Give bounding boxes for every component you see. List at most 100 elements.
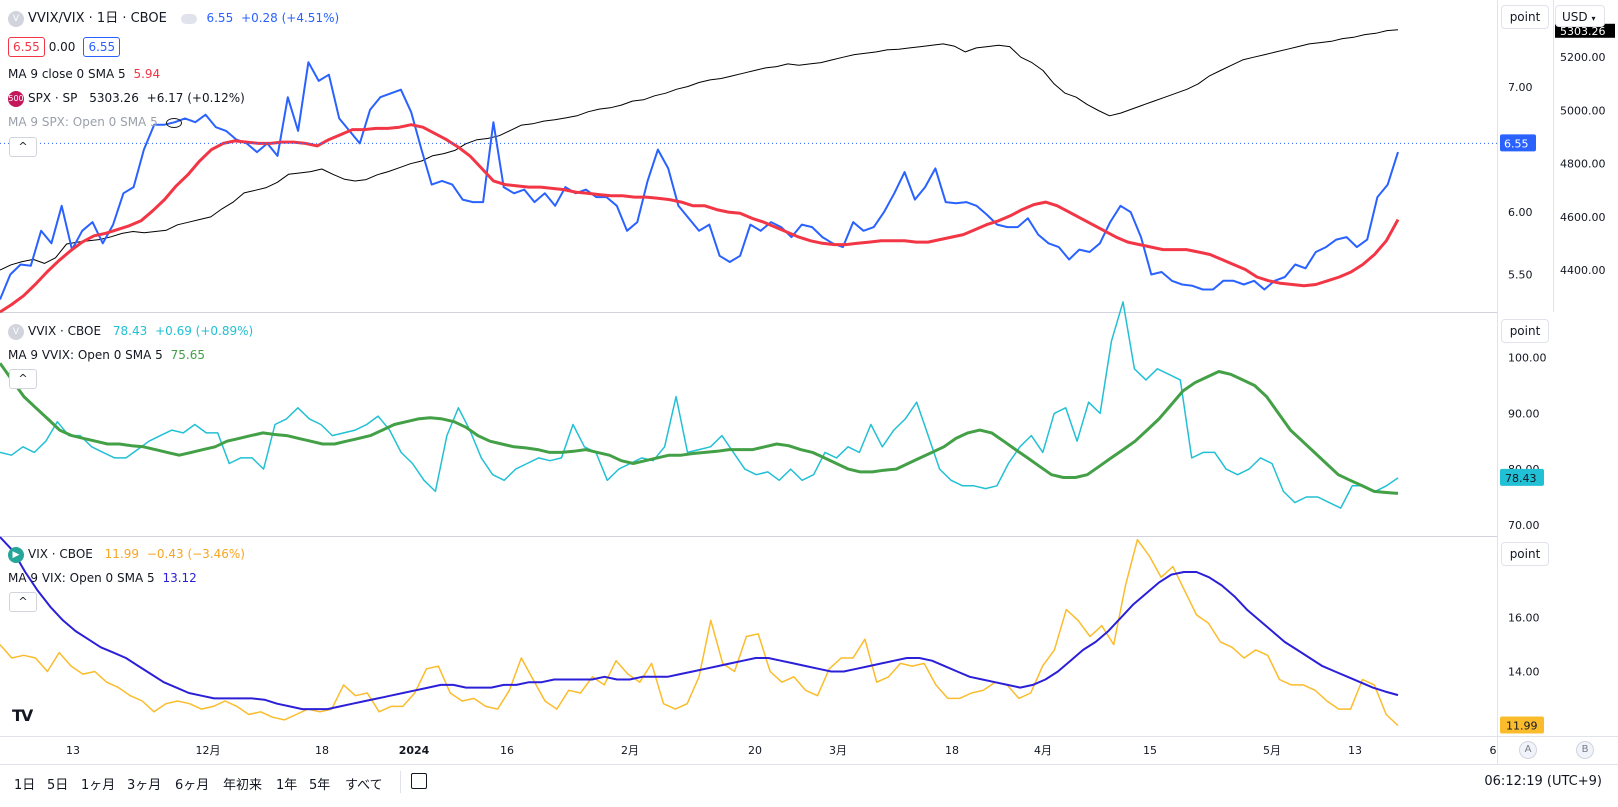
play-badge-icon: ▶	[8, 546, 24, 563]
pane3-ma-label: MA 9 VIX: Open 0 SMA 5	[8, 571, 155, 585]
time-tick-label: 6	[1490, 744, 1497, 757]
pane3-ma-legend[interactable]: MA 9 VIX: Open 0 SMA 5 13.12	[8, 570, 201, 586]
pane3-scale-mode-button[interactable]: point	[1501, 542, 1549, 566]
time-tick-label: 12月	[196, 744, 221, 757]
vvix-vix-ratio-line	[0, 61, 1399, 300]
pane1-scale-mode-button[interactable]: point	[1501, 5, 1549, 29]
pane2-ma-legend[interactable]: MA 9 VVIX: Open 0 SMA 5 75.65	[8, 347, 209, 363]
period-ytd-button[interactable]: 年初来	[223, 778, 263, 793]
pane1-change: +0.28 (+4.51%)	[241, 11, 340, 25]
pane2-last: 78.43	[112, 324, 148, 338]
time-tick-label: 2月	[621, 744, 639, 757]
spx-line	[0, 29, 1399, 271]
price-tick-label: 5.50	[1508, 269, 1533, 282]
time-tick-label: 3月	[829, 744, 847, 757]
vvix-line	[0, 301, 1399, 509]
price-tag-label: 78.43	[1505, 472, 1537, 485]
symbol-badge-icon: V	[8, 10, 24, 27]
time-tick-label: 2024	[399, 744, 430, 757]
spx-last: 5303.26	[89, 91, 139, 105]
price-tag-bg	[1500, 134, 1536, 152]
bid-box[interactable]: 6.55	[8, 37, 45, 57]
spx-tick-label: 4600.00	[1560, 211, 1606, 224]
bottom-toolbar: 1日 5日 1ヶ月 3ヶ月 6ヶ月 年初来 1年 5年 すべて 06:12:19…	[0, 764, 1618, 800]
auto-scale-b-button[interactable]: B	[1576, 741, 1594, 759]
time-tick-label: 16	[500, 744, 514, 757]
pane3-legend: ▶ VIX · CBOE 11.99 −0.43 (−3.46%)	[8, 546, 249, 563]
price-tag-label: 6.55	[1504, 137, 1529, 150]
pane1-ma-value: 5.94	[133, 67, 161, 81]
clock[interactable]: 06:12:19 (UTC+9)	[1484, 774, 1602, 789]
period-1d-button[interactable]: 1日	[14, 778, 36, 793]
period-6m-button[interactable]: 6ヶ月	[175, 778, 210, 793]
spx-tick-label: 4800.00	[1560, 158, 1606, 171]
price-tag-bg	[1500, 468, 1544, 486]
price-tag-bg	[1500, 716, 1544, 734]
pane2-ma-label: MA 9 VVIX: Open 0 SMA 5	[8, 348, 163, 362]
pane3-title[interactable]: VIX · CBOE	[28, 547, 93, 561]
spx-ma-label: MA 9 SPX: Open 0 SMA 5	[8, 115, 158, 129]
price-tag-label: 11.99	[1506, 720, 1538, 733]
vix-ma-line	[0, 536, 1399, 711]
vvix-ma-line	[0, 362, 1399, 495]
pane1-ma-legend[interactable]: MA 9 close 0 SMA 5 5.94	[8, 66, 164, 82]
auto-scale-a-button[interactable]: A	[1519, 741, 1537, 759]
date-range-calendar-icon[interactable]	[411, 773, 427, 789]
ask-box[interactable]: 6.55	[83, 37, 121, 57]
pane2-scale-mode-button[interactable]: point	[1501, 319, 1549, 343]
vix-line	[0, 538, 1399, 727]
spread-value: 0.00	[48, 40, 76, 54]
pane2-ma-value: 75.65	[170, 348, 205, 362]
period-1m-button[interactable]: 1ヶ月	[81, 778, 116, 793]
price-tick-label: 90.00	[1508, 407, 1540, 420]
price-tick-label: 14.00	[1508, 665, 1540, 678]
minus-toggle-icon[interactable]	[180, 13, 197, 24]
price-tick-label: 7.00	[1508, 81, 1533, 94]
pane1-ma-label: MA 9 close 0 SMA 5	[8, 67, 126, 81]
time-tick-label: 15	[1143, 744, 1157, 757]
pane1-quote: 6.55 0.00 6.55	[8, 37, 124, 57]
price-tick-label: 6.00	[1508, 206, 1533, 219]
spx-tick-label: 4400.00	[1560, 264, 1606, 277]
pane1-title[interactable]: VVIX/VIX · 1日 · CBOE	[28, 11, 167, 26]
currency-button[interactable]: USD ▾	[1555, 5, 1605, 27]
pane2-change: +0.69 (+0.89%)	[155, 324, 254, 338]
symbol-badge-icon: V	[8, 323, 24, 340]
pane3-last: 11.99	[104, 547, 140, 561]
pane1-collapse-button[interactable]: ^	[9, 137, 37, 157]
period-5d-button[interactable]: 5日	[47, 778, 69, 793]
price-tick-label: 16.00	[1508, 612, 1540, 625]
currency-label: USD	[1562, 10, 1588, 24]
tradingview-logo-icon[interactable]: TV	[12, 706, 33, 725]
pane2-title[interactable]: VVIX · CBOE	[28, 324, 102, 338]
pane3-ma-value: 13.12	[162, 571, 197, 585]
pane2-collapse-button[interactable]: ^	[9, 369, 37, 389]
spx-badge-icon: 500	[8, 90, 24, 107]
ratio-ma-line	[0, 123, 1400, 314]
period-1y-button[interactable]: 1年	[276, 778, 298, 793]
time-tick-label: 18	[315, 744, 329, 757]
spx-tag-label: 5303.26	[1560, 25, 1606, 38]
hidden-eye-icon[interactable]	[165, 117, 182, 128]
time-tick-label: 5月	[1263, 744, 1281, 757]
price-tick-label: 100.00	[1508, 352, 1547, 365]
period-all-button[interactable]: すべて	[345, 778, 383, 793]
pane1-last: 6.55	[206, 11, 234, 25]
price-axis-bg	[1498, 0, 1618, 736]
pane2-legend: V VVIX · CBOE 78.43 +0.69 (+0.89%)	[8, 323, 257, 340]
spx-legend[interactable]: 500 SPX · SP 5303.26 +6.17 (+0.12%)	[8, 90, 249, 107]
divider	[400, 771, 401, 793]
period-3m-button[interactable]: 3ヶ月	[127, 778, 162, 793]
spx-ma-legend[interactable]: MA 9 SPX: Open 0 SMA 5	[8, 114, 186, 130]
pane1-legend: V VVIX/VIX · 1日 · CBOE 6.55 +0.28 (+4.51%…	[8, 10, 343, 27]
period-5y-button[interactable]: 5年	[309, 778, 331, 793]
pane3-collapse-button[interactable]: ^	[9, 592, 37, 612]
spx-tag-bg	[1555, 23, 1615, 38]
time-tick-label: 20	[748, 744, 762, 757]
time-tick-label: 13	[66, 744, 80, 757]
time-tick-label: 4月	[1034, 744, 1052, 757]
spx-label: SPX · SP	[28, 91, 78, 105]
spx-change: +6.17 (+0.12%)	[146, 91, 245, 105]
time-tick-label: 18	[945, 744, 959, 757]
